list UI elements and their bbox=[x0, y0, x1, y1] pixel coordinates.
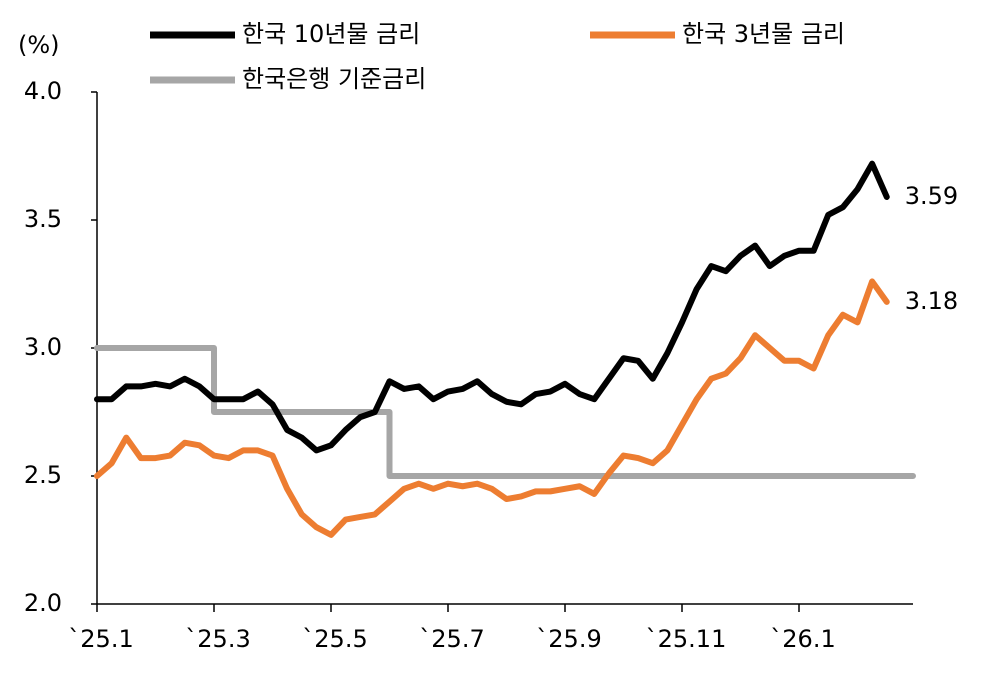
x-tick-label: `25.7 bbox=[419, 625, 484, 653]
series-line bbox=[94, 160, 890, 454]
x-tick-label: `25.3 bbox=[185, 625, 250, 653]
legend-label: 한국 3년물 금리 bbox=[682, 20, 845, 48]
legend-label: 한국 10년물 금리 bbox=[242, 20, 420, 48]
x-tick-label: `26.1 bbox=[770, 625, 835, 653]
series-line bbox=[94, 278, 890, 538]
series-line bbox=[94, 345, 916, 479]
y-tick-label: 3.5 bbox=[24, 205, 62, 233]
x-tick-label: `25.1 bbox=[68, 625, 133, 653]
x-tick-label: `25.11 bbox=[646, 625, 727, 653]
unit-label: (%) bbox=[18, 31, 60, 59]
x-tick-label: `25.9 bbox=[536, 625, 601, 653]
y-tick-label: 2.0 bbox=[24, 589, 62, 617]
y-tick-label: 4.0 bbox=[24, 77, 62, 105]
legend-label: 한국은행 기준금리 bbox=[242, 65, 426, 93]
end-label: 3.59 bbox=[905, 182, 958, 210]
x-tick-label: `25.5 bbox=[302, 625, 367, 653]
y-tick-label: 2.5 bbox=[24, 461, 62, 489]
y-tick-label: 3.0 bbox=[24, 333, 62, 361]
end-label: 3.18 bbox=[905, 287, 958, 315]
